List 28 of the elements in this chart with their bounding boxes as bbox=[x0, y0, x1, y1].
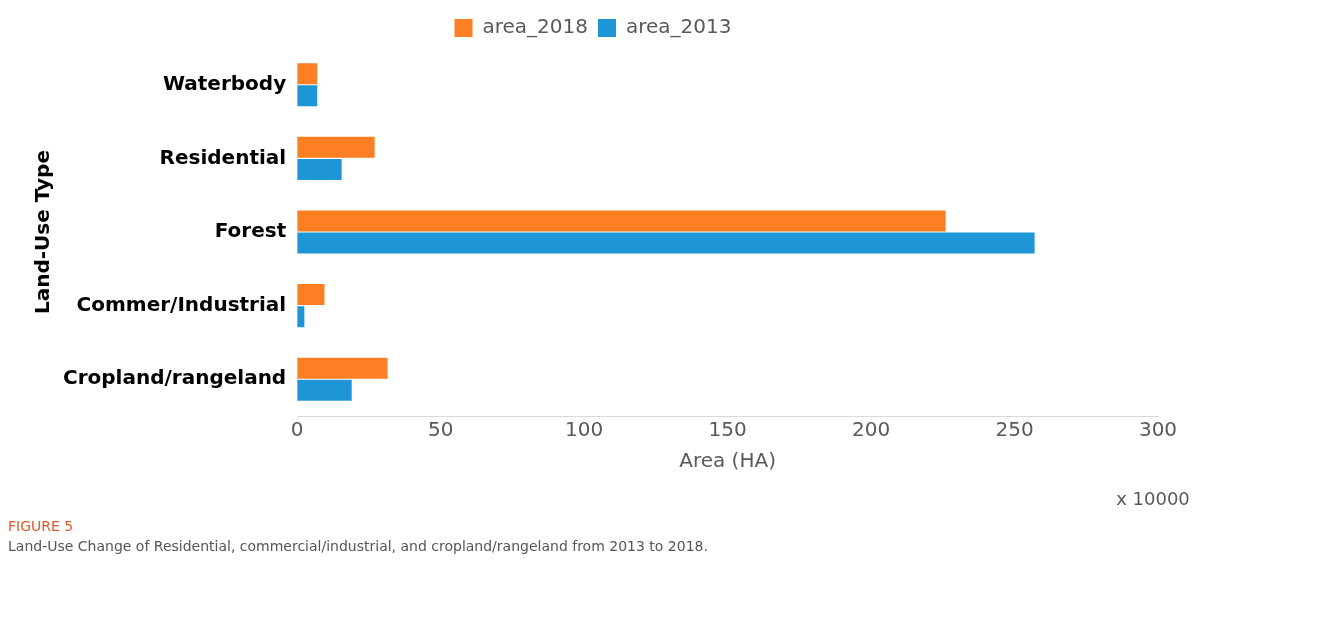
bar bbox=[297, 63, 318, 85]
x-tick-label: 150 bbox=[708, 417, 747, 442]
y-tick-label: Cropland/rangeland bbox=[62, 365, 287, 390]
bar bbox=[297, 232, 1035, 254]
y-tick-label: Commer/Industrial bbox=[76, 291, 287, 316]
x-tick-label: 200 bbox=[851, 417, 891, 442]
bar bbox=[297, 158, 342, 180]
text: x 10000 bbox=[1116, 487, 1190, 509]
x-tick-label: 100 bbox=[565, 417, 604, 442]
bar bbox=[297, 85, 318, 107]
bar bbox=[297, 210, 946, 232]
x-axis-title: Area (HA) bbox=[679, 448, 776, 473]
x-tick-label: 250 bbox=[995, 417, 1034, 442]
y-tick-label: Forest bbox=[214, 218, 287, 243]
x-tick-label: 0 bbox=[290, 417, 304, 442]
text: Land-Use Change of Residential, commercial/industrial, and cropland/rangeland from 2013 to 2018. bbox=[8, 538, 709, 554]
legend-label: area_2013 bbox=[626, 14, 732, 39]
y-axis-title: Land-Use Type bbox=[30, 150, 55, 314]
x-tick-label: 300 bbox=[1138, 417, 1178, 442]
bar bbox=[297, 284, 325, 306]
bar bbox=[297, 136, 375, 158]
y-tick-label: Waterbody bbox=[162, 71, 287, 95]
bar bbox=[297, 357, 388, 379]
bar bbox=[297, 379, 352, 401]
legend-label: area_2018 bbox=[482, 14, 588, 39]
x-tick-label: 50 bbox=[427, 417, 454, 442]
caption: FIGURE 5 bbox=[8, 518, 75, 534]
y-tick-label: Residential bbox=[159, 144, 287, 169]
